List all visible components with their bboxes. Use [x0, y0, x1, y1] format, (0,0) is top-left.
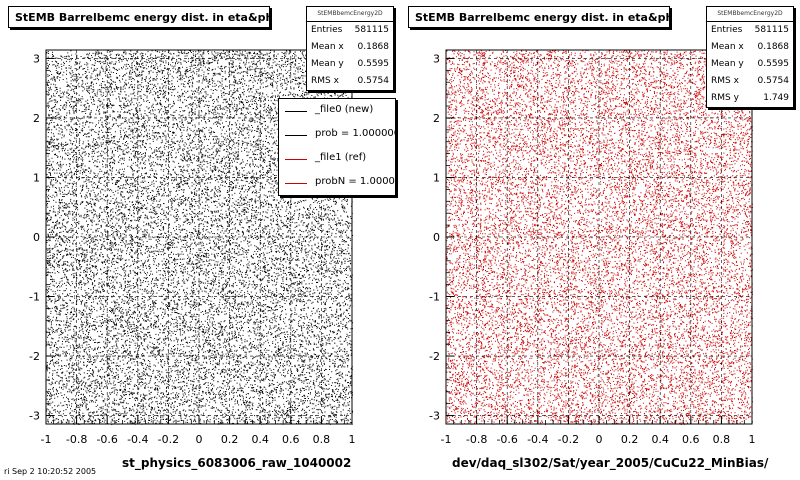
- x-tick-label: -0.8: [66, 433, 87, 446]
- y-tick-label: 2: [433, 112, 440, 125]
- stats-value: 0.5754: [757, 76, 790, 86]
- x-tick-label: -0.6: [496, 433, 517, 446]
- scatter-marks: [46, 50, 353, 425]
- stats-row: RMS x 0.5754: [307, 73, 393, 90]
- x-tick-label: -0.8: [466, 433, 487, 446]
- legend-entry-probn: probN = 1.000000: [279, 171, 395, 195]
- stats-row: Mean x 0.1868: [307, 39, 393, 56]
- stats-label: Mean x: [711, 42, 744, 52]
- right-stats-box: StEMBbemcEnergy2D Entries 581115 Mean x 0.…: [706, 6, 794, 108]
- x-tick-label: 1: [349, 433, 356, 446]
- stats-row: RMS y 1.749: [707, 90, 793, 107]
- y-axis: 3 2 1 0 -1 -2 -3: [429, 52, 454, 423]
- stats-value: 0.5595: [357, 59, 390, 69]
- y-tick-label: 0: [33, 231, 40, 244]
- legend-line-red: [285, 159, 307, 160]
- stats-value: 0.5595: [757, 59, 790, 69]
- x-tick-label: 0.2: [621, 433, 639, 446]
- y-tick-label: 0: [433, 231, 440, 244]
- y-tick-label: -3: [429, 410, 440, 423]
- x-tick-label: 0.8: [313, 433, 331, 446]
- x-axis: -1 -0.8 -0.6 -0.4 -0.2 0 0.2 0.4 0.6 0.8 1: [41, 416, 356, 446]
- x-tick-label: 0.8: [713, 433, 731, 446]
- legend-label: _file0 (new): [315, 104, 374, 115]
- x-tick-label: 0: [596, 433, 603, 446]
- x-tick-label: 0.6: [682, 433, 700, 446]
- grid: [45, 50, 353, 424]
- left-chart-panel: -1 -0.8 -0.6 -0.4 -0.2 0 0.2 0.4 0.6 0.8 1 3 2 1 0 -1 -2…: [8, 6, 396, 470]
- x-tick-label: -0.4: [127, 433, 148, 446]
- stats-value: 581115: [754, 25, 789, 35]
- timestamp-footer: ri Sep 2 10:20:52 2005: [4, 467, 97, 476]
- x-tick-label: 0.4: [651, 433, 669, 446]
- stats-label: Mean y: [311, 59, 344, 69]
- left-x-axis-title: st_physics_6083006_raw_1040002: [122, 456, 352, 470]
- x-tick-label: 0.6: [282, 433, 300, 446]
- x-tick-label: 0.2: [221, 433, 239, 446]
- y-tick-label: 2: [33, 112, 40, 125]
- right-stats-name: StEMBbemcEnergy2D: [707, 7, 793, 22]
- stats-row: Mean y 0.5595: [307, 56, 393, 73]
- legend-label: probN = 1.000000: [315, 176, 395, 187]
- scatter-points: [46, 50, 353, 425]
- legend-entry-new: _file0 (new): [279, 99, 395, 123]
- left-stats-box: StEMBbemcEnergy2D Entries 581115 Mean x 0.…: [306, 6, 394, 91]
- scatter-points: [446, 50, 753, 425]
- legend-line-red: [285, 183, 307, 184]
- right-x-axis-title: dev/daq_sl302/Sat/year_2005/CuCu22_MinBi…: [452, 456, 769, 470]
- x-tick-label: 0.4: [251, 433, 269, 446]
- legend-box: _file0 (new) prob = 1.000000 _file1 (ref…: [278, 98, 396, 196]
- x-tick-label: 1: [749, 433, 756, 446]
- stats-value: 1.749: [763, 93, 789, 103]
- stats-label: RMS x: [311, 76, 339, 86]
- left-scatter-plot: -1 -0.8 -0.6 -0.4 -0.2 0 0.2 0.4 0.6 0.8 1 3 2 1 0 -1 -2…: [29, 49, 356, 446]
- x-tick-label: -1: [41, 433, 52, 446]
- stats-label: Entries: [711, 25, 743, 35]
- y-tick-label: -3: [29, 410, 40, 423]
- x-tick-label: -1: [441, 433, 452, 446]
- y-tick-label: 3: [433, 52, 440, 65]
- stats-value: 581115: [354, 25, 389, 35]
- x-tick-label: 0: [196, 433, 203, 446]
- legend-entry-prob: prob = 1.000000: [279, 123, 395, 147]
- stats-value: 0.1868: [357, 42, 390, 52]
- legend-label: prob = 1.000000: [315, 128, 396, 139]
- stats-value: 0.1868: [757, 42, 790, 52]
- legend-line-black: [285, 111, 307, 112]
- stats-row: Mean x 0.1868: [707, 39, 793, 56]
- x-tick-label: -0.2: [558, 433, 579, 446]
- stats-row: RMS x 0.5754: [707, 73, 793, 90]
- stats-label: Entries: [311, 25, 343, 35]
- stats-label: RMS y: [711, 93, 739, 103]
- right-chart-title: StEMB Barrelbemc energy dist. in eta&phi: [408, 6, 670, 28]
- y-tick-label: 1: [33, 171, 40, 184]
- x-axis: -1 -0.8 -0.6 -0.4 -0.2 0 0.2 0.4 0.6 0.8 1: [441, 416, 756, 446]
- y-tick-label: -2: [29, 350, 40, 363]
- stats-row: Entries 581115: [707, 22, 793, 39]
- stats-row: Mean y 0.5595: [707, 56, 793, 73]
- x-tick-label: -0.4: [527, 433, 548, 446]
- left-stats-name: StEMBbemcEnergy2D: [307, 7, 393, 22]
- stats-label: Mean x: [311, 42, 344, 52]
- stats-row: Entries 581115: [307, 22, 393, 39]
- y-tick-label: 3: [33, 52, 40, 65]
- right-chart-panel: -1 -0.8 -0.6 -0.4 -0.2 0 0.2 0.4 0.6 0.8 1 3 2 1 0 -1 -2…: [400, 0, 800, 480]
- stats-label: Mean y: [711, 59, 744, 69]
- y-axis: 3 2 1 0 -1 -2 -3: [29, 52, 54, 423]
- y-tick-label: -2: [429, 350, 440, 363]
- scatter-marks: [446, 50, 753, 425]
- x-tick-label: -0.6: [96, 433, 117, 446]
- y-tick-label: -1: [429, 291, 440, 304]
- right-scatter-plot: -1 -0.8 -0.6 -0.4 -0.2 0 0.2 0.4 0.6 0.8 1 3 2 1 0 -1 -2…: [429, 49, 756, 446]
- legend-line-black: [285, 135, 307, 136]
- legend-entry-ref: _file1 (ref): [279, 147, 395, 171]
- y-tick-label: -1: [29, 291, 40, 304]
- x-tick-label: -0.2: [158, 433, 179, 446]
- left-chart-title: StEMB Barrelbemc energy dist. in eta&phi: [8, 6, 270, 28]
- y-tick-label: 1: [433, 171, 440, 184]
- stats-value: 0.5754: [357, 76, 390, 86]
- legend-label: _file1 (ref): [315, 152, 367, 163]
- stats-label: RMS x: [711, 76, 739, 86]
